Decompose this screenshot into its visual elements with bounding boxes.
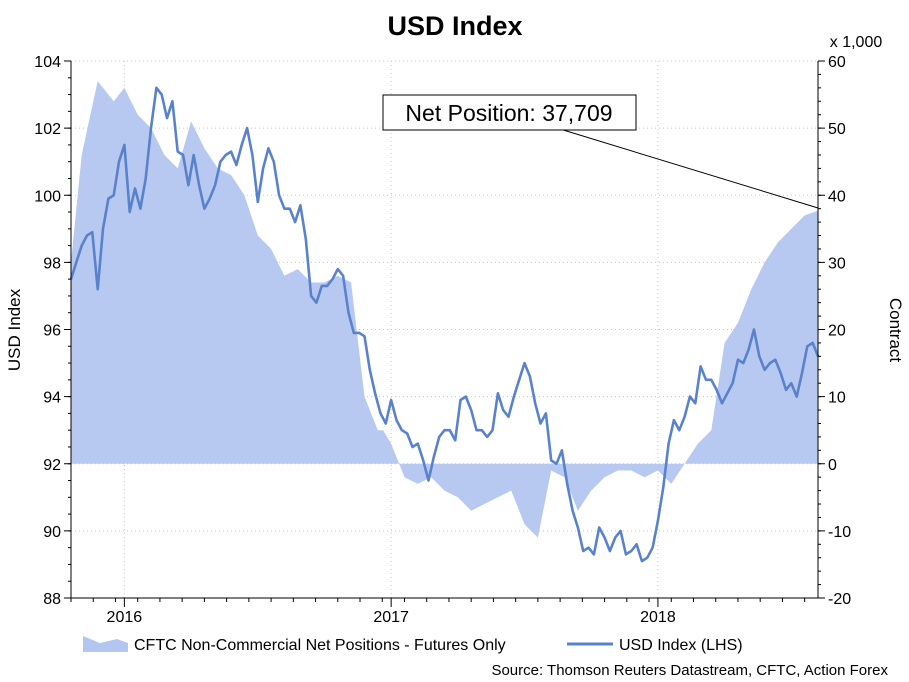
usd-index-line-layer [69,86,820,563]
legend-area-label: CFTC Non-Commercial Net Positions - Futu… [134,637,506,654]
left-axis-label: USD Index [5,288,24,371]
callout-text: Net Position: 37,709 [405,100,612,126]
left-tick-label: 92 [43,457,61,474]
right-tick-label: 0 [828,457,837,474]
right-tick-label: 30 [828,255,846,272]
right-tick-label: 50 [828,121,846,138]
right-axis-multiplier: x 1,000 [830,34,883,51]
right-axis-label: Contract [886,298,905,363]
left-axis-ticks: 88 90 92 94 96 98 100 102 104 [34,54,71,608]
left-tick-label: 94 [43,390,61,407]
legend-line-label: USD Index (LHS) [619,637,743,654]
usd-index-line [69,86,820,563]
legend-area-swatch [83,636,128,652]
right-tick-label: 20 [828,323,846,340]
left-tick-label: 104 [34,54,61,71]
net-positions-area-layer [71,81,818,538]
right-tick-label: -10 [828,524,851,541]
left-tick-label: 88 [43,591,61,608]
right-tick-label: 60 [828,54,846,71]
source-note: Source: Thomson Reuters Datastream, CFTC… [491,662,888,679]
chart-title: USD Index [387,11,522,41]
right-tick-label: 40 [828,188,846,205]
right-tick-label: 10 [828,390,846,407]
left-tick-label: 98 [43,255,61,272]
legend: CFTC Non-Commercial Net Positions - Futu… [83,636,743,654]
net-positions-area [71,81,818,538]
callout-leader [559,128,819,209]
right-axis-ticks: -20 -10 0 10 20 30 40 50 60 [818,54,851,608]
left-tick-label: 100 [34,188,61,205]
x-tick-label: 2017 [373,609,409,626]
callout-box [382,94,637,131]
left-tick-label: 96 [43,323,61,340]
left-tick-label: 102 [34,121,61,138]
x-tick-label: 2016 [107,609,143,626]
right-tick-label: -20 [828,591,851,608]
left-tick-label: 90 [43,524,61,541]
x-tick-label: 2018 [640,609,676,626]
x-axis-ticks: 2016 2017 2018 [70,598,806,626]
